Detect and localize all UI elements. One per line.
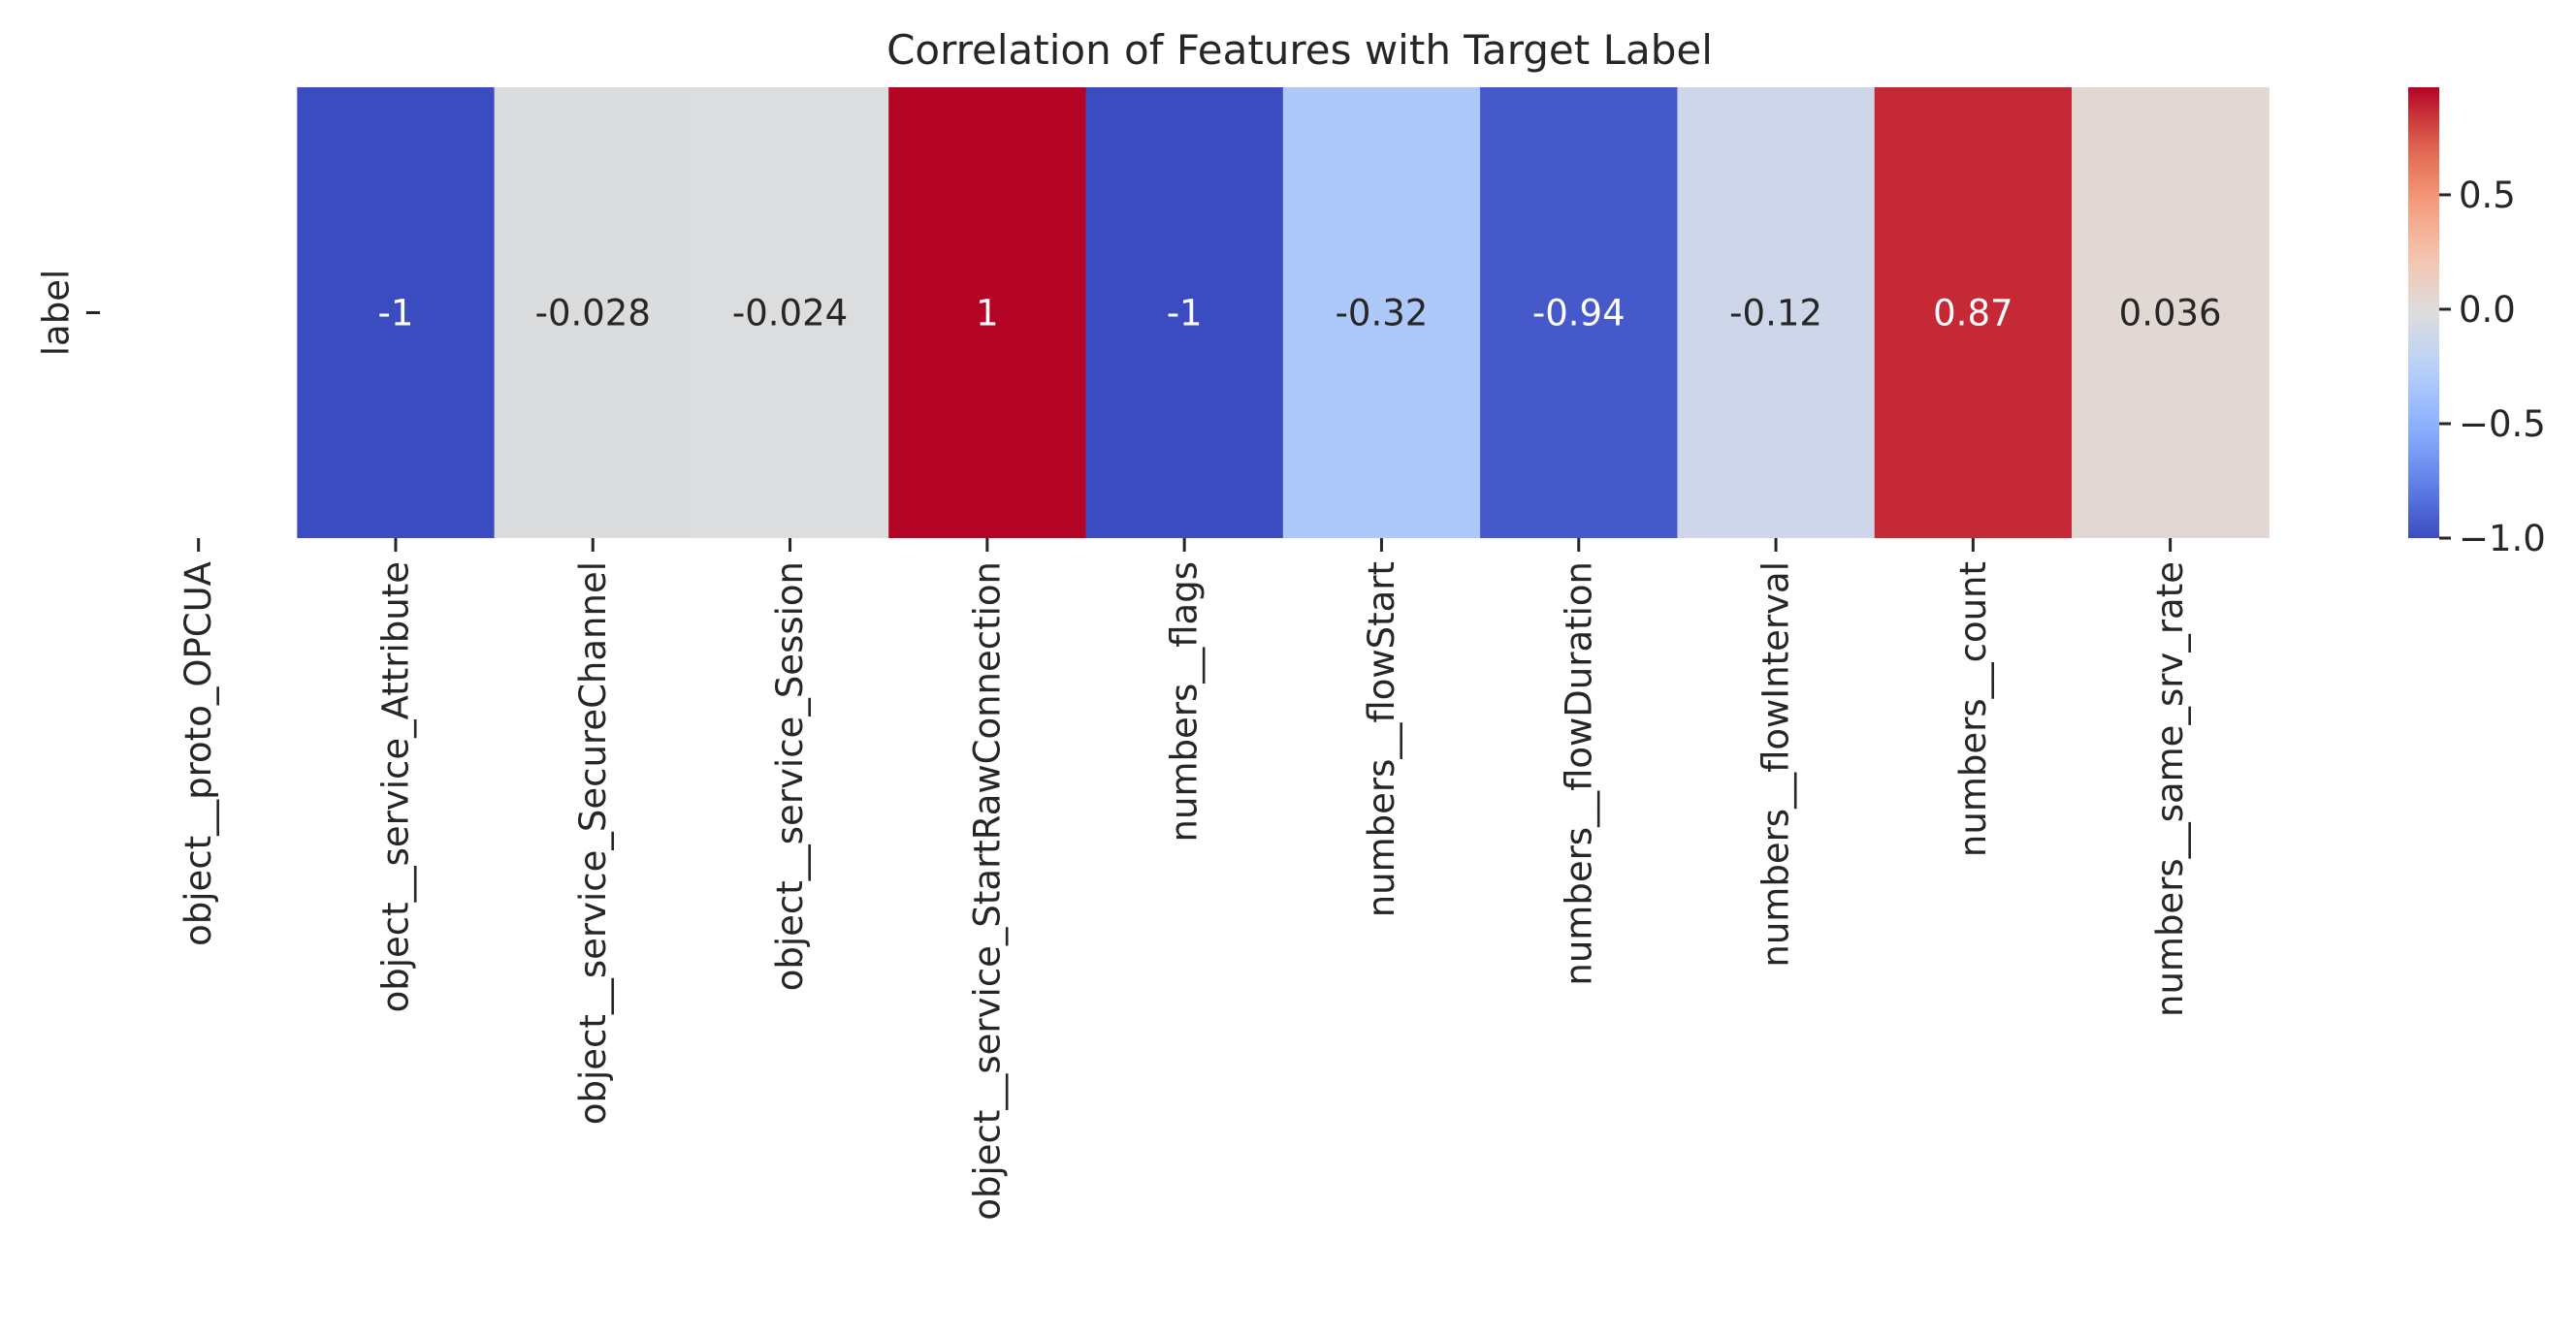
cell-annotation: 0.036: [2119, 293, 2222, 334]
x-axis: object__proto_OPCUA object__service_Attri…: [177, 538, 2191, 1221]
cell-annotations: -1 -0.028 -0.024 1 -1 -0.32 -0.94 -0.12 0.87 0.03…: [377, 293, 2221, 334]
cell-annotation: 0.87: [1933, 293, 2012, 334]
y-tick-label: label: [36, 270, 78, 356]
cell-annotation: -0.024: [732, 293, 848, 334]
cell-annotation: -0.32: [1336, 293, 1429, 334]
colorbar-tick-label: −0.5: [2459, 403, 2546, 445]
x-tick-label: numbers__flowDuration: [1558, 561, 1599, 986]
cell-annotation: -0.94: [1532, 293, 1626, 334]
cell-annotation: 1: [976, 293, 999, 334]
cell-annotation: -1: [1167, 293, 1203, 334]
x-tick-label: object__service_Attribute: [374, 561, 416, 1012]
colorbar: 0.5 0.0 −0.5 −1.0: [2408, 87, 2546, 559]
x-tick-label: numbers__same_srv_rate: [2149, 561, 2191, 1017]
x-tick-label: object__proto_OPCUA: [177, 561, 219, 946]
x-tick-label: object__service_StartRawConnection: [966, 561, 1008, 1221]
colorbar-tick-label: 0.0: [2459, 289, 2516, 331]
x-tick-label: numbers__flowInterval: [1755, 561, 1797, 968]
colorbar-gradient: [2408, 87, 2439, 538]
heatmap-cell: [1677, 87, 1876, 538]
heatmap-cell: [1480, 87, 1678, 538]
colorbar-tick-label: 0.5: [2459, 175, 2516, 216]
heatmap-cell: [1282, 87, 1481, 538]
heatmap-cell: [888, 87, 1087, 538]
heatmap-cell: [297, 87, 496, 538]
heatmap-cell: [494, 87, 692, 538]
x-tick-label: object__service_SecureChannel: [572, 561, 614, 1125]
cell-annotation: -1: [377, 293, 413, 334]
heatmap-cells: [297, 87, 2270, 538]
cell-annotation: -0.028: [535, 293, 651, 334]
y-axis: label: [36, 270, 100, 356]
x-tick-label: numbers__flowStart: [1361, 561, 1402, 917]
cell-annotation: -0.12: [1729, 293, 1822, 334]
x-tick-label: object__service_Session: [769, 561, 811, 991]
heatmap-cell: [2072, 87, 2270, 538]
heatmap-cell: [1874, 87, 2073, 538]
heatmap-cell: [691, 87, 889, 538]
heatmap-cell: [1085, 87, 1284, 538]
x-tick-label: numbers__count: [1952, 561, 1994, 857]
x-tick-label: numbers__flags: [1164, 561, 1206, 842]
colorbar-tick-label: −1.0: [2459, 518, 2546, 559]
chart-title: Correlation of Features with Target Labe…: [886, 26, 1713, 74]
